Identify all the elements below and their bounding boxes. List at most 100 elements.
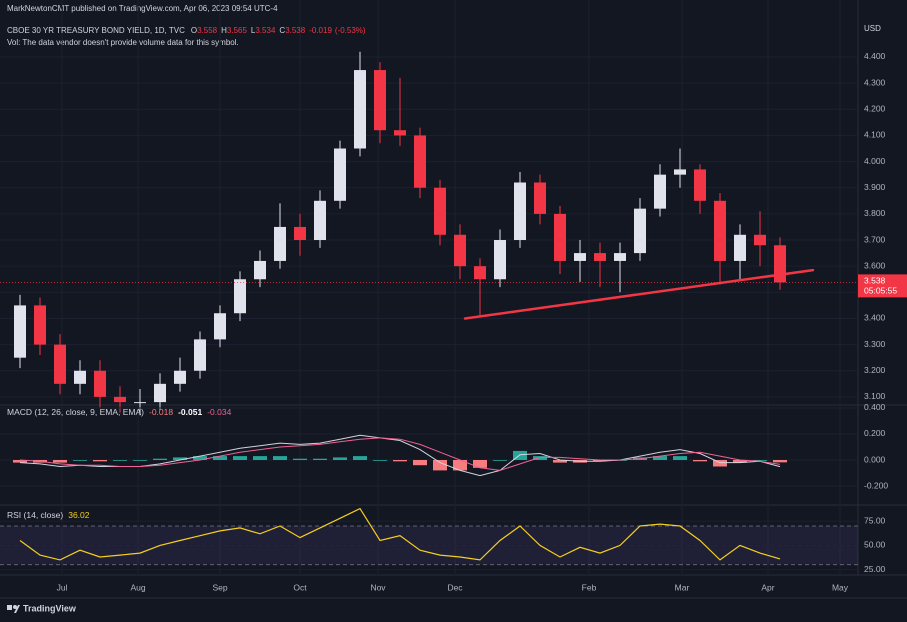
candle-body	[634, 208, 646, 254]
y-tick-label: 0.200	[864, 428, 886, 438]
y-tick-label: 3.900	[864, 182, 886, 192]
ohlc-key: H	[221, 26, 227, 35]
x-tick-label: Feb	[582, 582, 597, 592]
rsi-name: RSI (14, close)	[7, 510, 63, 520]
y-tick-label: 0.000	[864, 454, 886, 464]
histogram-bar	[13, 460, 27, 463]
y-tick-label: 4.000	[864, 156, 886, 166]
symbol: CBOE 30 YR TREASURY BOND YIELD, 1D, TVC	[7, 26, 185, 35]
tradingview-logo	[7, 605, 20, 613]
signal-line	[19, 437, 781, 471]
candle-body	[314, 200, 326, 241]
x-tick-label: Apr	[761, 582, 774, 592]
histogram-bar	[153, 458, 167, 461]
y-tick-label: 25.00	[864, 564, 886, 574]
candle-body	[594, 253, 606, 261]
histogram-bar	[273, 456, 287, 461]
histogram-bar	[733, 460, 747, 463]
candle-body	[234, 279, 246, 314]
macd-title: MACD (12, 26, close, 9, EMA, EMA) -0.018 -…	[7, 407, 232, 417]
rsi-last: 36.02	[68, 510, 90, 520]
histogram-bar	[393, 460, 407, 462]
candle-body	[394, 130, 406, 136]
candle-body	[454, 234, 466, 267]
y-tick-label: 4.300	[864, 77, 886, 87]
histogram-bar	[93, 460, 107, 462]
candle-body	[734, 234, 746, 261]
x-tick-label: Oct	[293, 582, 307, 592]
signal-last: -0.034	[207, 407, 231, 417]
candle-body	[714, 200, 726, 261]
candle-body	[474, 266, 486, 280]
ohlc-value: 3.534	[255, 26, 276, 35]
y-tick-label: -0.200	[864, 480, 888, 490]
histogram-bar	[113, 460, 127, 461]
y-tick-label: 3.700	[864, 234, 886, 244]
candle-body	[374, 70, 386, 131]
histogram-bar	[353, 456, 367, 461]
candle-body	[154, 383, 166, 403]
ohlc-value: 3.558	[197, 26, 218, 35]
histogram-bar	[293, 458, 307, 461]
candle-body	[334, 148, 346, 201]
candle-body	[114, 396, 126, 403]
histogram-bar	[373, 460, 387, 461]
x-tick-label: Mar	[675, 582, 690, 592]
y-tick-label: 4.400	[864, 51, 886, 61]
y-tick-label: 4.200	[864, 104, 886, 114]
histogram-bar	[593, 460, 607, 462]
histogram-bar	[173, 457, 187, 461]
histogram-bar	[433, 460, 447, 471]
candle-body	[214, 313, 226, 340]
x-tick-label: Nov	[370, 582, 386, 592]
histogram-bar	[213, 456, 227, 461]
publisher: MarkNewtonCMT published on TradingView.c…	[7, 4, 278, 13]
last-price-label: 3.538	[864, 276, 886, 286]
candle-body	[494, 240, 506, 280]
histogram-bar	[473, 460, 487, 468]
logo-part	[7, 605, 12, 610]
histogram-bar	[673, 456, 687, 461]
y-tick-label: 75.00	[864, 515, 886, 525]
histogram-bar	[233, 456, 247, 461]
y-tick-label: 3.400	[864, 313, 886, 323]
x-tick-label: Dec	[447, 582, 463, 592]
histogram-bar	[193, 456, 207, 461]
candle-body	[674, 169, 686, 175]
histogram-bar	[653, 456, 667, 461]
candle-body	[774, 245, 786, 283]
macd-name: MACD (12, 26, close, 9, EMA, EMA)	[7, 407, 144, 417]
histogram-bar	[133, 460, 147, 461]
last-price-box	[858, 274, 907, 298]
rsi-title: RSI (14, close) 36.02	[7, 510, 90, 520]
candle-body	[94, 370, 106, 397]
ohlc-key: C	[279, 26, 285, 35]
y-tick-label: 3.800	[864, 208, 886, 218]
candle-body	[174, 370, 186, 384]
histogram-bar	[413, 460, 427, 466]
histogram-bar	[693, 460, 707, 462]
histogram-last: -0.018	[149, 407, 173, 417]
volume-note: Vol: The data vendor doesn't provide vol…	[7, 38, 239, 47]
candle-body	[194, 339, 206, 371]
ohlc-value: 3.565	[227, 26, 248, 35]
candle-body	[414, 135, 426, 188]
y-tick-label: 3.100	[864, 391, 886, 401]
x-tick-label: Sep	[212, 582, 227, 592]
candle-body	[574, 253, 586, 261]
histogram-bar	[333, 457, 347, 461]
brand: TradingView	[23, 603, 77, 613]
candle-body	[294, 226, 306, 241]
candle-body	[274, 226, 286, 261]
histogram-bar	[553, 460, 567, 463]
x-tick-label: Jul	[57, 582, 68, 592]
logo-part	[14, 605, 20, 613]
histogram-bar	[753, 460, 767, 461]
candle-body	[54, 344, 66, 384]
candle-body	[434, 187, 446, 235]
histogram-bar	[493, 460, 507, 461]
y-tick-label: 4.100	[864, 130, 886, 140]
